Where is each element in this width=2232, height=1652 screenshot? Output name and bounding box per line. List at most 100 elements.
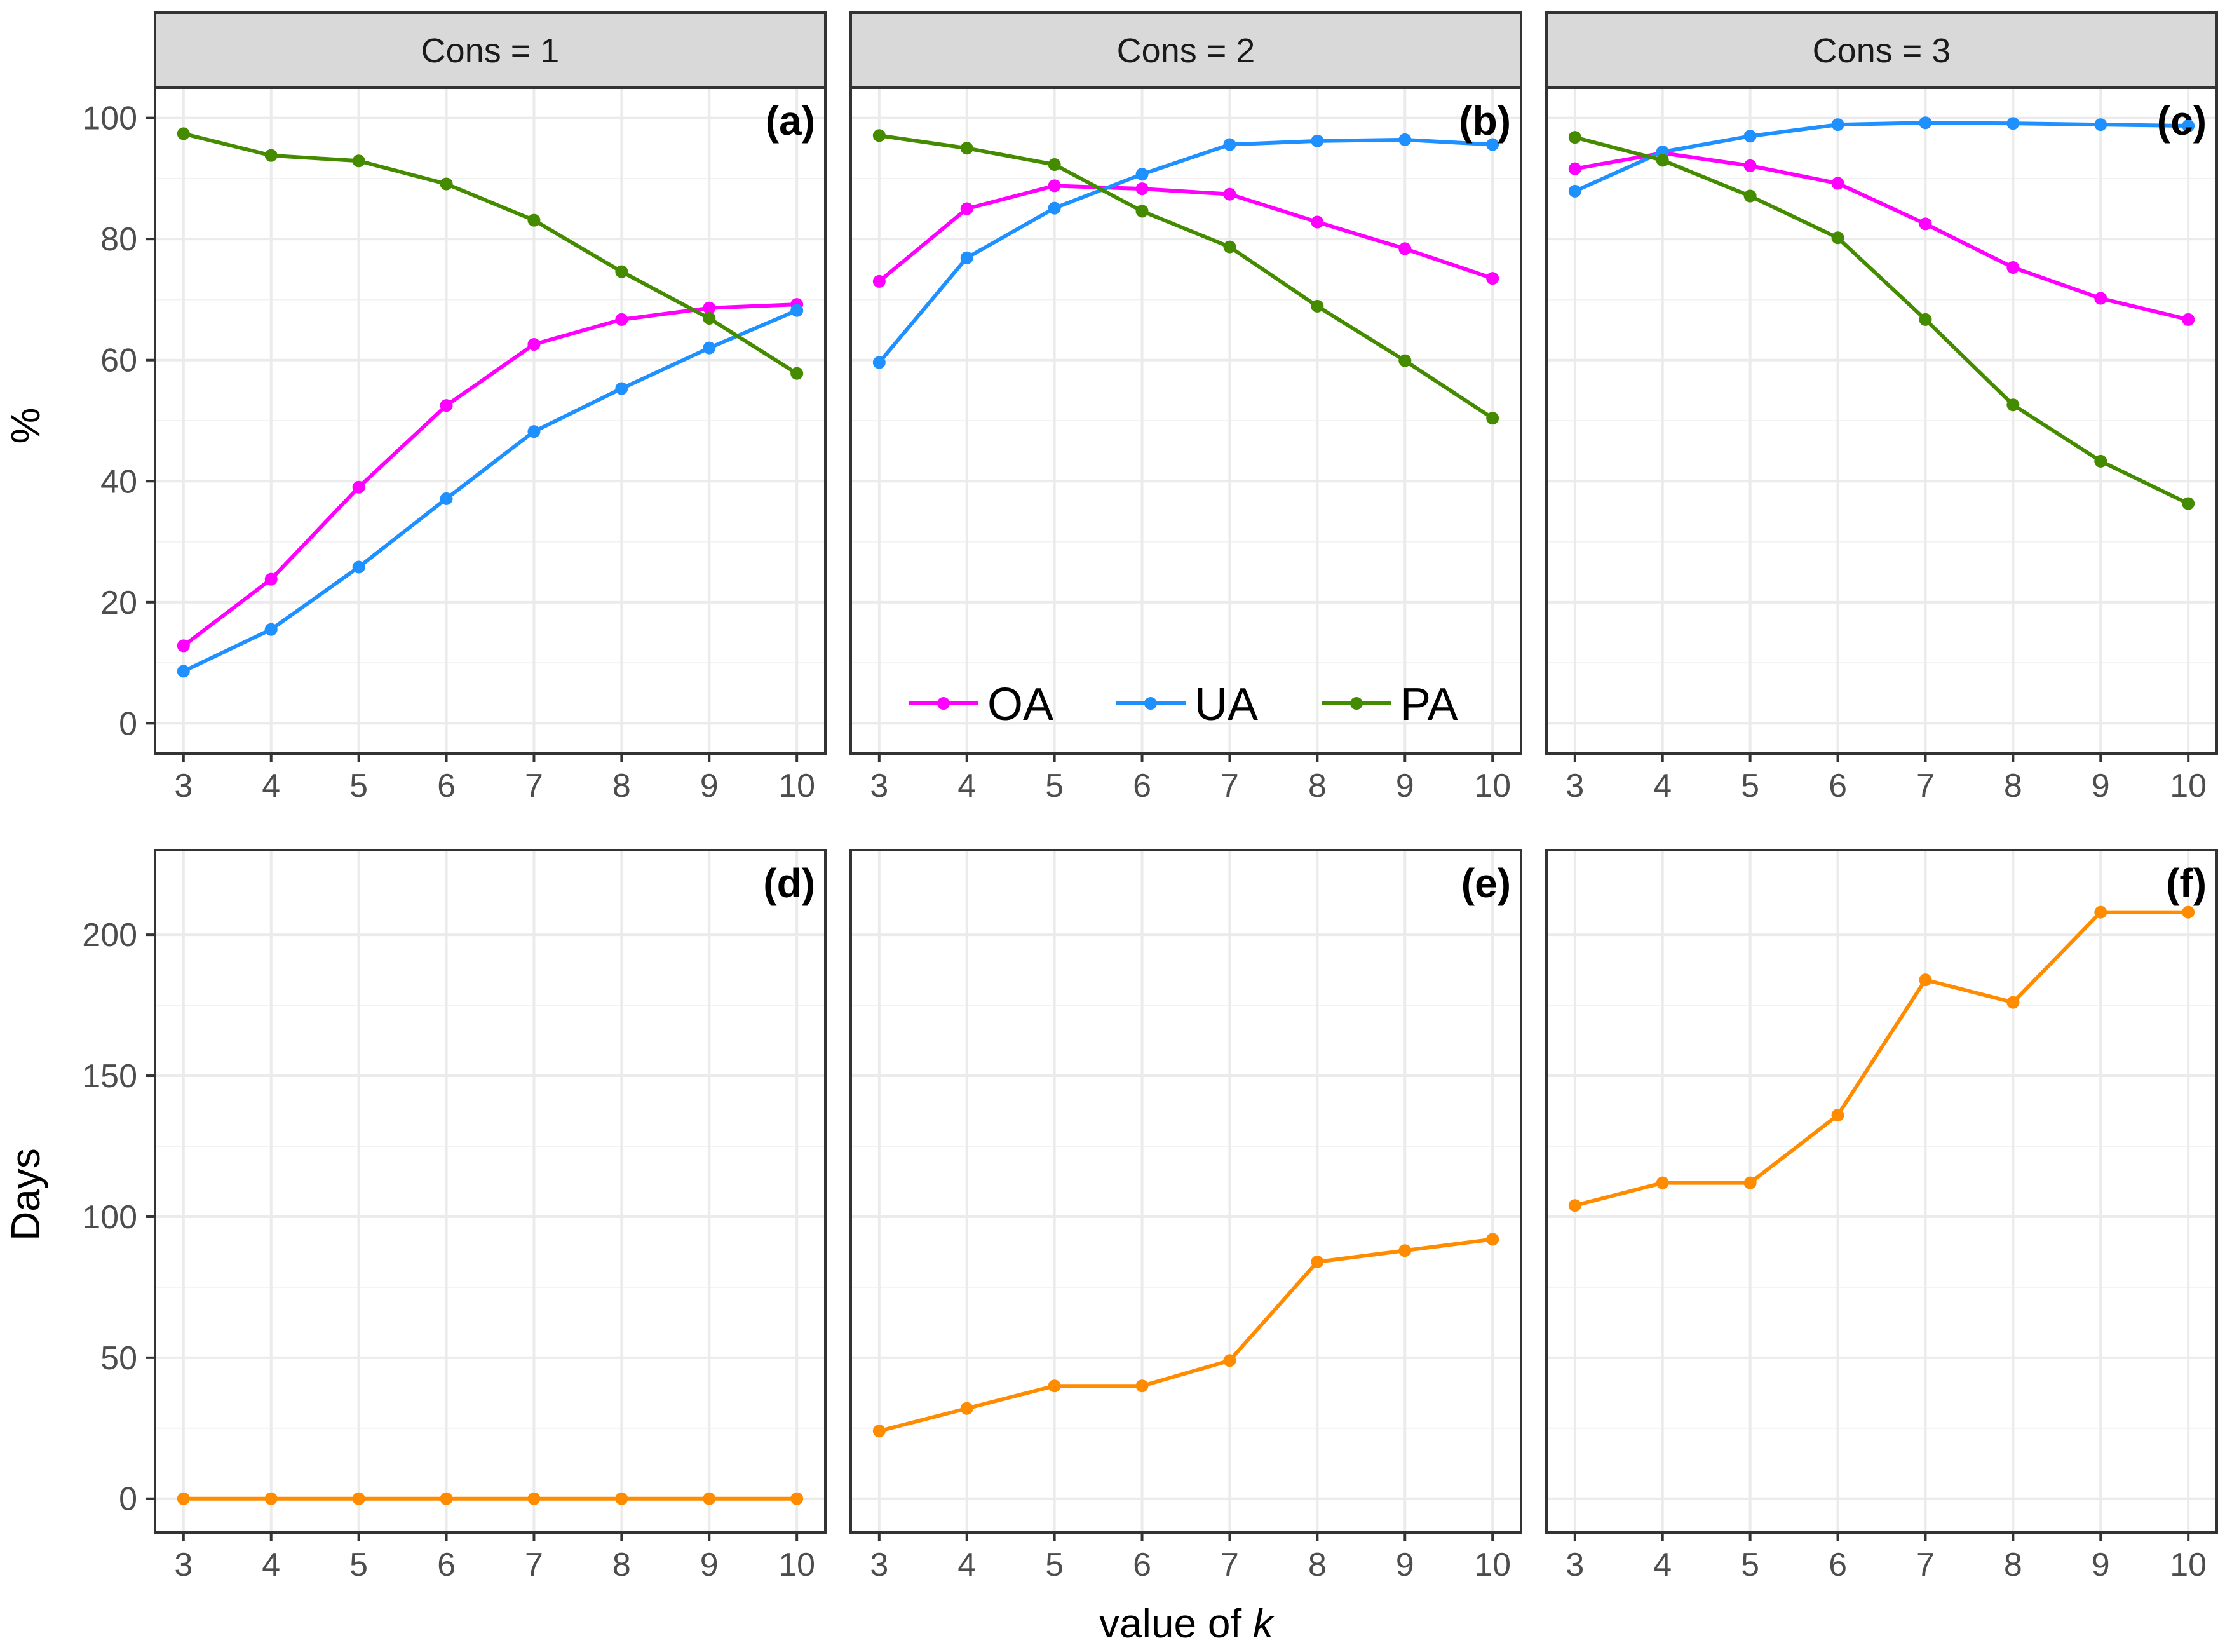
data-point-ua (872, 356, 886, 369)
panel-border (849, 86, 1522, 755)
data-point-ua (790, 304, 804, 317)
facet-strip-label: Cons = 3 (1813, 32, 1951, 70)
data-point-oa (352, 480, 365, 494)
y-tick-label: 200 (82, 917, 137, 954)
series-line-pa (181, 132, 799, 376)
data-point-oa (264, 572, 278, 586)
data-point-oa (1048, 179, 1061, 193)
panel-background (851, 850, 1521, 1533)
data-point-pa (703, 311, 716, 325)
data-point-oa (1568, 162, 1581, 175)
x-tick-label: 5 (1045, 1547, 1064, 1583)
x-tick-label: 8 (612, 1547, 631, 1583)
data-point-days (1831, 1109, 1844, 1122)
legend-key-point-oa (937, 697, 950, 710)
x-axis-title-k: k (1253, 1601, 1275, 1646)
data-point-pa (872, 129, 886, 142)
series-line-pa (1573, 135, 2191, 506)
y-tick-label: 80 (100, 221, 137, 258)
series-line-days (1573, 910, 2191, 1208)
data-point-pa (1919, 313, 1932, 326)
x-tick-label: 8 (612, 768, 631, 804)
data-point-days (2182, 905, 2195, 919)
x-tick-label: 9 (1396, 1547, 1414, 1583)
data-point-ua (1135, 168, 1149, 181)
x-tick-label: 7 (525, 1547, 543, 1583)
panel-tag: (d) (763, 860, 815, 906)
data-point-ua (1743, 130, 1757, 143)
data-point-days (1486, 1233, 1499, 1246)
data-point-days (1568, 1199, 1581, 1212)
data-point-pa (1311, 299, 1324, 313)
x-tick-label: 10 (1474, 768, 1511, 804)
data-point-ua (1048, 201, 1061, 215)
data-point-ua (440, 492, 453, 505)
x-tick-label: 6 (437, 1547, 456, 1583)
x-tick-label: 3 (870, 768, 888, 804)
data-point-ua (2182, 119, 2195, 133)
x-tick-label: 10 (2170, 1547, 2207, 1583)
x-tick-label: 10 (778, 768, 815, 804)
data-point-oa (177, 639, 190, 653)
y-tick-label: 50 (100, 1340, 137, 1377)
data-point-pa (2006, 398, 2020, 412)
legend-label-oa: OA (987, 679, 1053, 730)
data-point-ua (1223, 138, 1236, 151)
x-tick-label: 5 (1741, 1547, 1759, 1583)
x-tick-label: 9 (700, 768, 719, 804)
x-tick-label: 9 (1396, 768, 1414, 804)
panel-border (154, 849, 827, 1534)
data-point-pa (527, 213, 541, 227)
y-tick-label: 60 (100, 342, 137, 379)
series-line-ua (1573, 121, 2191, 193)
y-tick-label: 100 (82, 1199, 137, 1236)
x-tick-label: 4 (1653, 768, 1672, 804)
data-point-ua (2006, 117, 2020, 130)
series-line-pa (877, 133, 1495, 421)
data-point-pa (352, 154, 365, 168)
x-tick-label: 10 (1474, 1547, 1511, 1583)
x-tick-label: 8 (2004, 768, 2022, 804)
data-point-pa (1398, 354, 1412, 367)
x-tick-label: 6 (1829, 1547, 1847, 1583)
data-point-pa (1486, 412, 1499, 425)
x-tick-label: 6 (1829, 768, 1847, 804)
data-point-days (1398, 1244, 1412, 1257)
panel-tag: (f) (2166, 860, 2207, 906)
x-tick-label: 5 (1045, 768, 1064, 804)
series-line-ua (181, 308, 799, 674)
panel-background (155, 850, 825, 1533)
axis-titles: % Days value of k (3, 408, 1275, 1646)
panel-d: (d) (154, 849, 827, 1534)
panel-tag: (b) (1459, 98, 1511, 144)
data-point-pa (2182, 497, 2195, 510)
y-tick-label: 40 (100, 463, 137, 500)
x-tick-label: 3 (174, 768, 193, 804)
data-point-pa (264, 149, 278, 162)
data-point-pa (615, 265, 628, 278)
legend-label-pa: PA (1400, 679, 1458, 730)
data-point-ua (1398, 133, 1412, 146)
y-tick-label: 100 (82, 100, 137, 137)
data-point-days (790, 1492, 804, 1505)
data-point-days (1919, 973, 1932, 987)
data-point-ua (1831, 118, 1844, 132)
data-point-days (2006, 996, 2020, 1009)
y-axis-title-percent: % (3, 408, 48, 444)
data-point-pa (1831, 231, 1844, 245)
panel-border (1545, 86, 2218, 755)
data-point-oa (1743, 159, 1757, 172)
series-line-oa (877, 184, 1495, 283)
data-point-pa (790, 367, 804, 380)
data-point-pa (1568, 131, 1581, 144)
x-tick-label: 3 (870, 1547, 888, 1583)
data-point-pa (1048, 158, 1061, 171)
data-point-days (1223, 1354, 1236, 1367)
data-point-oa (2094, 292, 2107, 305)
data-point-days (1048, 1379, 1061, 1393)
x-tick-label: 9 (2092, 768, 2110, 804)
data-point-days (264, 1492, 278, 1505)
data-point-days (177, 1492, 190, 1505)
data-point-ua (177, 665, 190, 678)
panel-border (849, 849, 1522, 1534)
